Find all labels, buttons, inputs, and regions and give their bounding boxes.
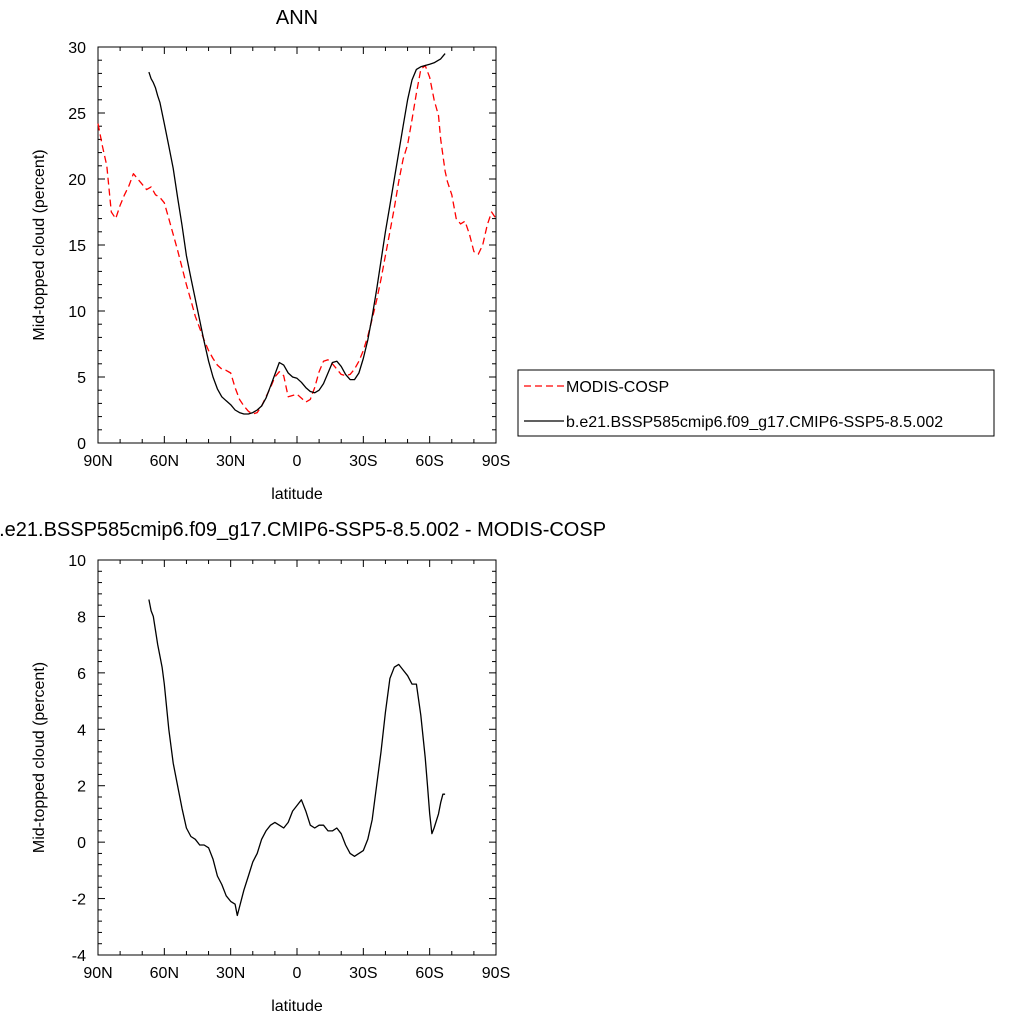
top-x-tick-label: 0 — [293, 453, 302, 470]
top-y-axis-label: Mid-topped cloud (percent) — [31, 149, 48, 340]
top-y-tick-label: 10 — [68, 304, 86, 321]
bottom-chart: b.e21.BSSP585cmip6.f09_g17.CMIP6-SSP5-8.… — [0, 519, 606, 1015]
top-chart-title: ANN — [276, 7, 318, 29]
top-y-tick-label: 5 — [77, 370, 86, 387]
bottom-x-tick-label: 60S — [415, 965, 443, 982]
top-x-tick-label: 60N — [150, 453, 179, 470]
top-x-tick-label: 30N — [216, 453, 245, 470]
bottom-x-tick-label: 30S — [349, 965, 377, 982]
top-x-tick-label: 90S — [482, 453, 510, 470]
top-chart: ANN 90N 60N 30N 0 30S 60S 90S 0 5 10 15 20 25 30 latitu… — [31, 7, 995, 503]
top-y-tick-label: 30 — [68, 40, 86, 57]
bottom-plot-frame — [97, 559, 497, 956]
top-x-tick-label: 60S — [415, 453, 443, 470]
bottom-y-tick-label: -4 — [72, 948, 86, 965]
bottom-x-tick-label: 60N — [150, 965, 179, 982]
top-x-axis-label: latitude — [271, 486, 323, 503]
bottom-chart-title: b.e21.BSSP585cmip6.f09_g17.CMIP6-SSP5-8.… — [0, 519, 606, 541]
legend-label-1: MODIS-COSP — [566, 379, 669, 396]
legend-box — [517, 369, 995, 437]
top-x-tick-label: 30S — [349, 453, 377, 470]
bottom-y-tick-label: 0 — [77, 835, 86, 852]
top-x-tick-label: 90N — [83, 453, 112, 470]
chart-legend: MODIS-COSP b.e21.BSSP585cmip6.f09_g17.CMI… — [517, 369, 995, 437]
bottom-x-tick-label: 30N — [216, 965, 245, 982]
top-y-tick-label: 15 — [68, 238, 86, 255]
top-series-line-2 — [148, 53, 446, 415]
bottom-y-tick-label: 10 — [68, 553, 86, 570]
top-series-line-1 — [97, 64, 497, 415]
bottom-series-line-1 — [148, 599, 446, 917]
bottom-y-axis-label: Mid-topped cloud (percent) — [31, 662, 48, 853]
top-y-tick-label: 20 — [68, 172, 86, 189]
bottom-y-tick-label: 8 — [77, 609, 86, 626]
bottom-x-tick-label: 90N — [83, 965, 112, 982]
bottom-x-axis-label: latitude — [271, 998, 323, 1015]
bottom-y-tick-label: -2 — [72, 892, 86, 909]
bottom-y-tick-label: 6 — [77, 666, 86, 683]
bottom-y-tick-label: 4 — [77, 722, 86, 739]
bottom-x-tick-label: 90S — [482, 965, 510, 982]
legend-label-2: b.e21.BSSP585cmip6.f09_g17.CMIP6-SSP5-8.… — [566, 414, 943, 431]
top-y-tick-label: 0 — [77, 436, 86, 453]
top-y-tick-label: 25 — [68, 106, 86, 123]
bottom-y-tick-label: 2 — [77, 779, 86, 796]
bottom-x-tick-label: 0 — [293, 965, 302, 982]
